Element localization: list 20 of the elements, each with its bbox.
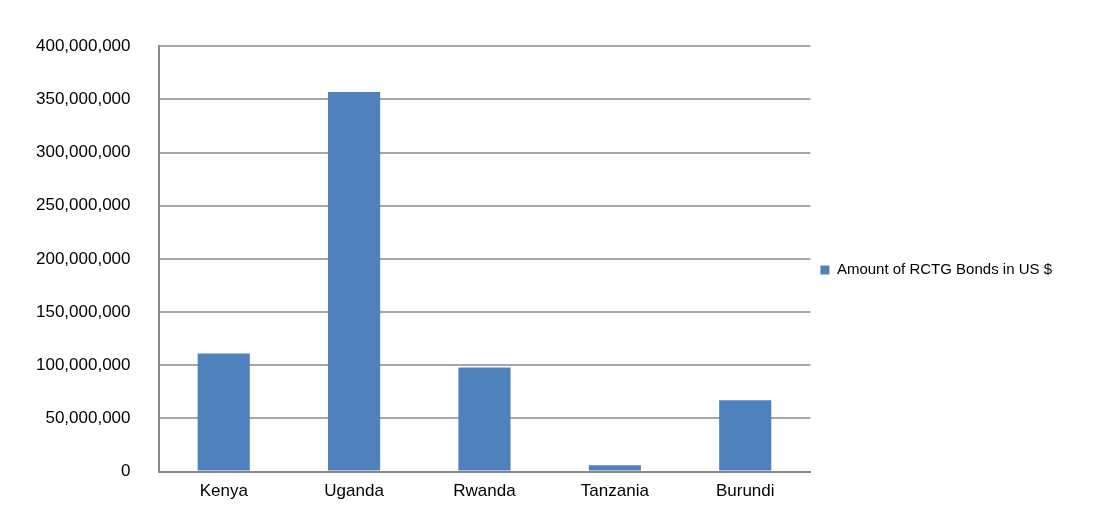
x-tick-label: Burundi xyxy=(715,481,775,501)
y-tick-label: 150,000,000 xyxy=(35,301,131,321)
x-tick-label: Uganda xyxy=(324,481,385,501)
bar xyxy=(197,353,250,471)
y-tick-label: 300,000,000 xyxy=(35,142,131,162)
y-tick-label: 350,000,000 xyxy=(35,89,131,109)
y-tick-label: 100,000,000 xyxy=(35,354,131,374)
x-tick-label: Tanzania xyxy=(580,481,650,501)
y-tick-label: 50,000,000 xyxy=(45,408,131,428)
bar xyxy=(328,91,381,471)
y-tick-label: 0 xyxy=(121,461,131,481)
bar xyxy=(458,367,511,471)
x-tick-label: Rwanda xyxy=(453,481,517,501)
y-tick-label: 400,000,000 xyxy=(35,35,131,55)
x-tick-label: Kenya xyxy=(199,481,249,501)
legend-label: Amount of RCTG Bonds in US $ xyxy=(836,260,1053,278)
y-tick-label: 200,000,000 xyxy=(35,248,131,268)
bar xyxy=(719,400,772,471)
bar xyxy=(588,465,641,471)
y-tick-label: 250,000,000 xyxy=(35,195,131,215)
